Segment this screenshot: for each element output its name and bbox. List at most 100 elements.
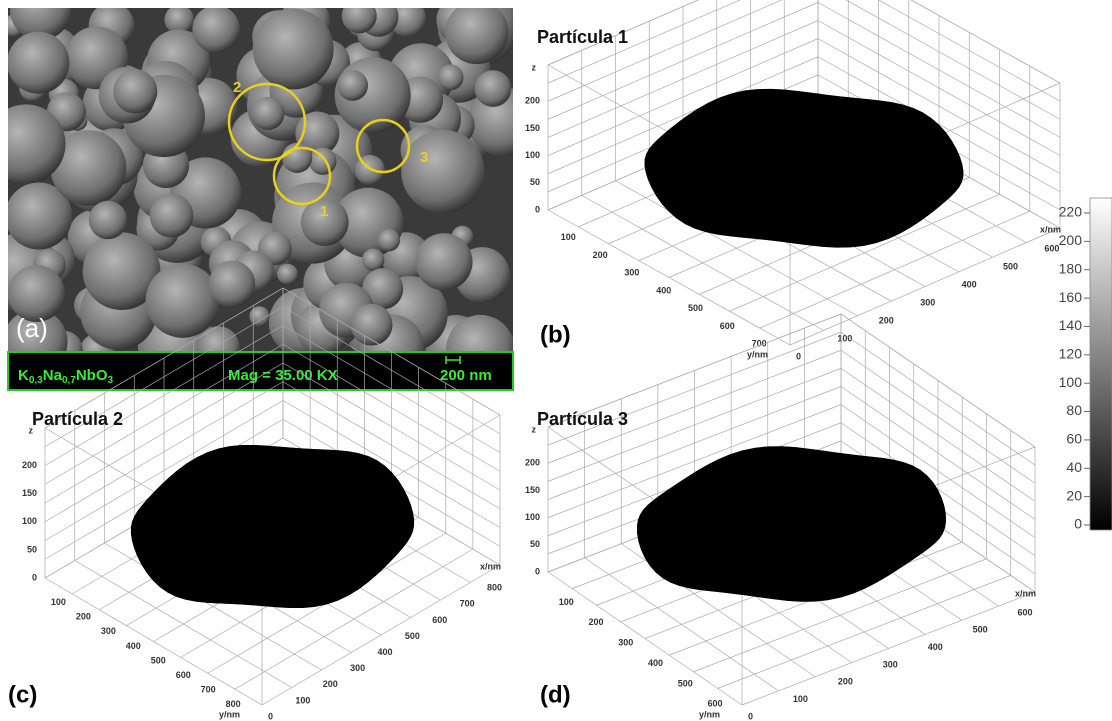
colorbar-tick-label: 40 [1066,459,1082,475]
particle [401,130,484,213]
x-tick-label: 700 [460,599,475,609]
y-tick-label: 400 [656,285,671,295]
z-tick-label: 0 [535,566,540,576]
colorbar-tick-label: 100 [1059,374,1083,390]
panel-label: (c) [8,681,37,708]
y-tick-label: 200 [588,617,603,627]
formula-part: 0,3 [29,375,43,386]
x-tick-label: 100 [793,694,808,704]
y-tick-label: 300 [618,638,633,648]
particle [192,5,239,52]
z-tick-label: 100 [22,516,37,526]
y-axis-label: y/nm [747,349,768,359]
colorbar-tick-label: 140 [1059,317,1083,333]
formula-part: Na [43,367,63,384]
particle [150,194,194,238]
y-tick-label: 600 [176,670,191,680]
colorbar-tick-label: 180 [1059,260,1083,276]
x-tick-label: 100 [295,695,310,705]
scale-bar-label: 200 nm [440,367,492,384]
x-tick-label: 200 [879,315,894,325]
y-tick-label: 300 [101,626,116,636]
particle [351,304,393,346]
panel-title: Partícula 1 [537,27,628,47]
x-tick-label: 0 [268,711,273,721]
y-tick-label: 100 [561,232,576,242]
colorbar-tick-label: 20 [1066,487,1082,503]
z-tick-label: 0 [32,572,37,582]
surface-texture [131,445,414,608]
particle [337,70,368,101]
particle [89,201,127,239]
y-tick-label: 700 [201,685,216,695]
z-tick-label: 50 [530,539,540,549]
marker-label: 1 [320,203,328,220]
panel-label: (d) [540,681,571,708]
x-tick-label: 300 [920,298,935,308]
y-tick-label: 200 [593,250,608,260]
z-tick-label: 100 [525,150,540,160]
particle [209,261,255,307]
formula-part: K [18,367,29,384]
x-tick-label: 600 [1018,607,1033,617]
particle [475,70,512,107]
formula-part: 0,7 [62,375,76,386]
z-tick-label: 200 [525,458,540,468]
z-tick-label: 0 [535,204,540,214]
panel-label: (b) [540,321,571,348]
colorbar-tick-label: 120 [1059,346,1083,362]
z-tick-label: 200 [525,96,540,106]
z-axis-label: z [532,424,537,434]
formula-part: NbO [76,367,108,384]
y-tick-label: 200 [76,612,91,622]
y-tick-label: 600 [707,699,722,709]
particle [378,229,400,251]
y-tick-label: 100 [51,597,66,607]
y-tick-label: 500 [678,678,693,688]
y-tick-label: 400 [648,658,663,668]
x-tick-label: 0 [748,711,753,721]
y-tick-label: 600 [720,321,735,331]
x-tick-label: 400 [377,647,392,657]
panel-title: Partícula 2 [32,409,123,429]
x-tick-label: 800 [487,583,502,593]
particle [362,249,384,271]
particle [277,264,298,285]
panel-title: Partícula 3 [537,409,628,429]
y-tick-label: 500 [688,303,703,313]
x-tick-label: 600 [1044,244,1059,254]
colorbar-tick-label: 200 [1059,232,1083,248]
z-tick-label: 100 [525,512,540,522]
particle [7,32,69,94]
panel-label: (a) [16,313,48,343]
particle [253,9,334,90]
marker-label: 3 [420,149,428,166]
surface-texture [637,446,946,601]
colorbar-tick-label: 80 [1066,402,1082,418]
x-tick-label: 600 [432,615,447,625]
y-tick-label: 400 [126,641,141,651]
x-tick-label: 200 [838,677,853,687]
x-tick-label: 500 [973,625,988,635]
particle [113,69,157,113]
particle [146,264,220,338]
z-tick-label: 150 [525,485,540,495]
colorbar-tick-label: 160 [1059,289,1083,305]
x-tick-label: 400 [962,280,977,290]
y-tick-label: 500 [151,655,166,665]
colorbar-tick-label: 60 [1066,431,1082,447]
colorbar-tick-label: 0 [1074,516,1082,532]
x-tick-label: 500 [405,631,420,641]
x-tick-label: 0 [796,351,801,361]
z-tick-label: 150 [525,123,540,133]
surface [637,446,946,601]
x-axis-label: x/nm [480,561,501,571]
particle [251,97,284,130]
particle [438,64,464,90]
surface [645,89,964,248]
z-tick-label: 50 [530,177,540,187]
figure: K0,3Na0,7NbO3 Mag = 35.00 KX 200 nm 1 2 … [0,0,1112,721]
marker-label: 2 [233,79,241,96]
y-tick-label: 100 [559,597,574,607]
x-tick-label: 300 [883,659,898,669]
